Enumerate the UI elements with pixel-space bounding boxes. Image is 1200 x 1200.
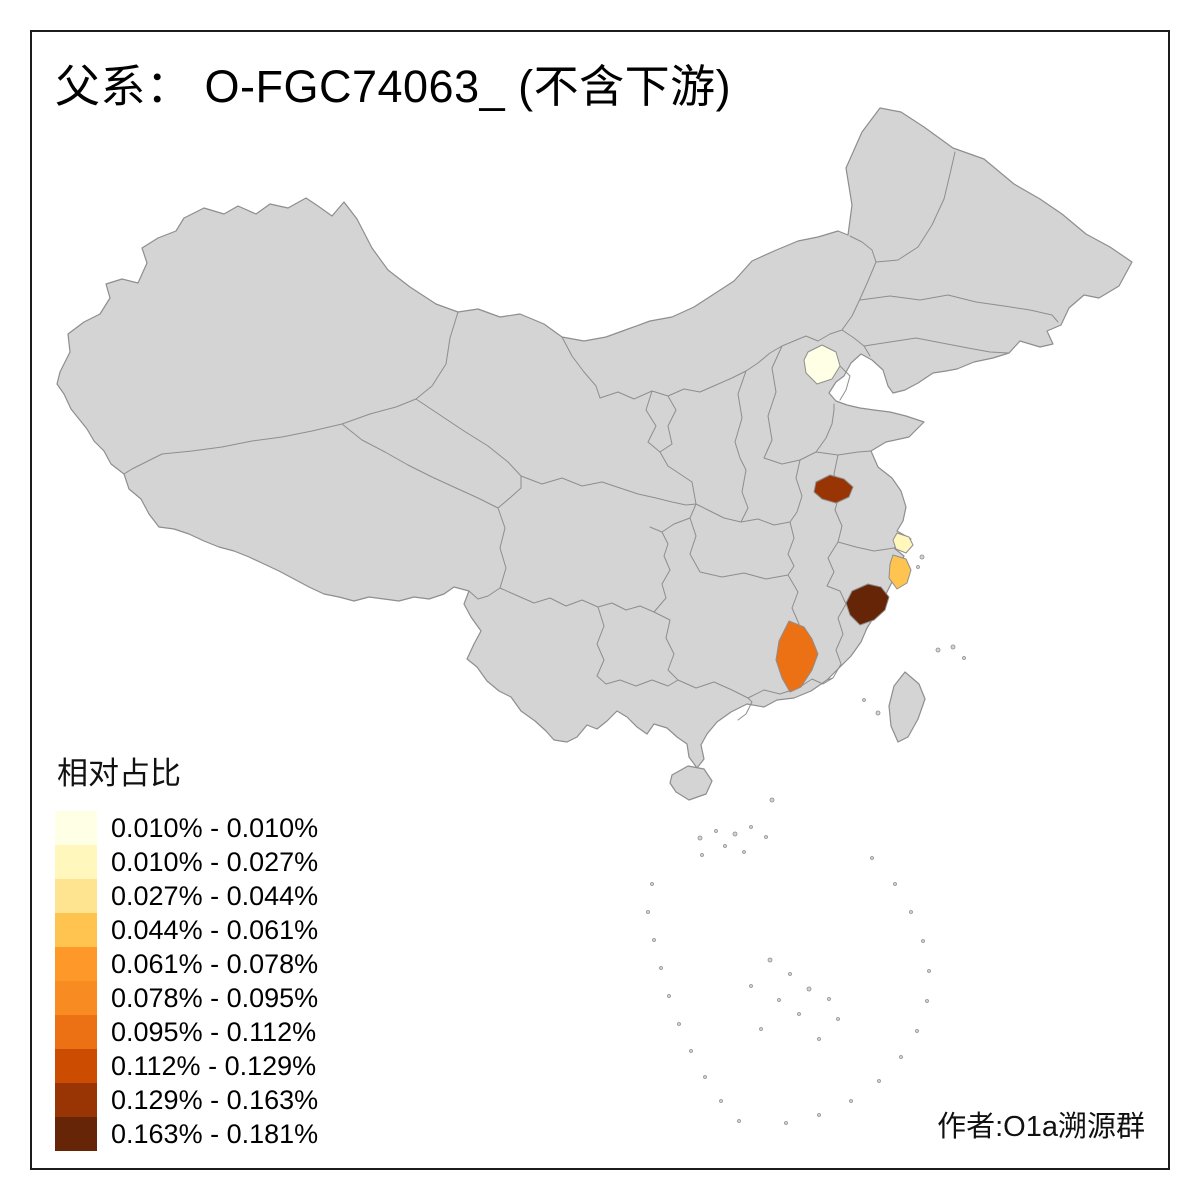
legend-swatch [55,811,97,845]
legend-label: 0.129% - 0.163% [111,1084,319,1115]
taiwan-island [888,671,926,743]
south-china-sea-islands [646,554,966,1125]
legend-label: 0.027% - 0.044% [111,880,319,911]
legend-swatch [55,1015,97,1049]
legend-item: 0.129% - 0.163% [55,1083,318,1117]
legend-swatch [55,947,97,981]
map-region-beijing-area [803,344,841,385]
legend-swatch [55,879,97,913]
author-credit: 作者:O1a溯源群 [937,1111,1145,1143]
legend-label: 0.078% - 0.095% [111,982,319,1013]
legend-item: 0.010% - 0.010% [55,811,318,845]
legend-item: 0.061% - 0.078% [55,947,318,981]
legend-swatch [55,1117,97,1151]
hainan-island [669,765,713,801]
legend-item: 0.044% - 0.061% [55,913,318,947]
china-mainland [56,107,1133,769]
legend-item: 0.027% - 0.044% [55,879,318,913]
legend-swatch [55,1083,97,1117]
legend-label: 0.163% - 0.181% [111,1118,319,1149]
map-title: 父系： O-FGC74063_ (不含下游) [55,61,732,112]
legend-item: 0.095% - 0.112% [55,1015,318,1049]
legend-item: 0.112% - 0.129% [55,1049,318,1083]
highlighted-regions [775,344,914,693]
legend-items: 0.010% - 0.010% 0.010% - 0.027% 0.027% - 0… [55,811,318,1151]
legend-label: 0.010% - 0.010% [111,812,319,843]
legend-label: 0.044% - 0.061% [111,914,319,945]
legend: 相对占比 0.010% - 0.010% 0.010% - 0.027% 0.027… [55,748,318,1151]
map-region-hunan-jiangxi-area [775,620,819,693]
legend-swatch [55,1049,97,1083]
legend-label: 0.010% - 0.027% [111,846,319,877]
legend-label: 0.061% - 0.078% [111,948,319,979]
map-region-south-zhejiang-area [845,583,890,626]
map-region-shanghai-area [892,532,914,554]
legend-item: 0.163% - 0.181% [55,1117,318,1151]
legend-swatch [55,913,97,947]
map-region-north-zhejiang-area [888,554,912,590]
legend-swatch [55,845,97,879]
legend-item: 0.078% - 0.095% [55,981,318,1015]
legend-label: 0.112% - 0.129% [111,1050,317,1081]
map-region-jiangsu-area [813,474,854,504]
legend-swatch [55,981,97,1015]
legend-item: 0.010% - 0.027% [55,845,318,879]
legend-label: 0.095% - 0.112% [111,1016,317,1047]
legend-title: 相对占比 [57,756,181,791]
